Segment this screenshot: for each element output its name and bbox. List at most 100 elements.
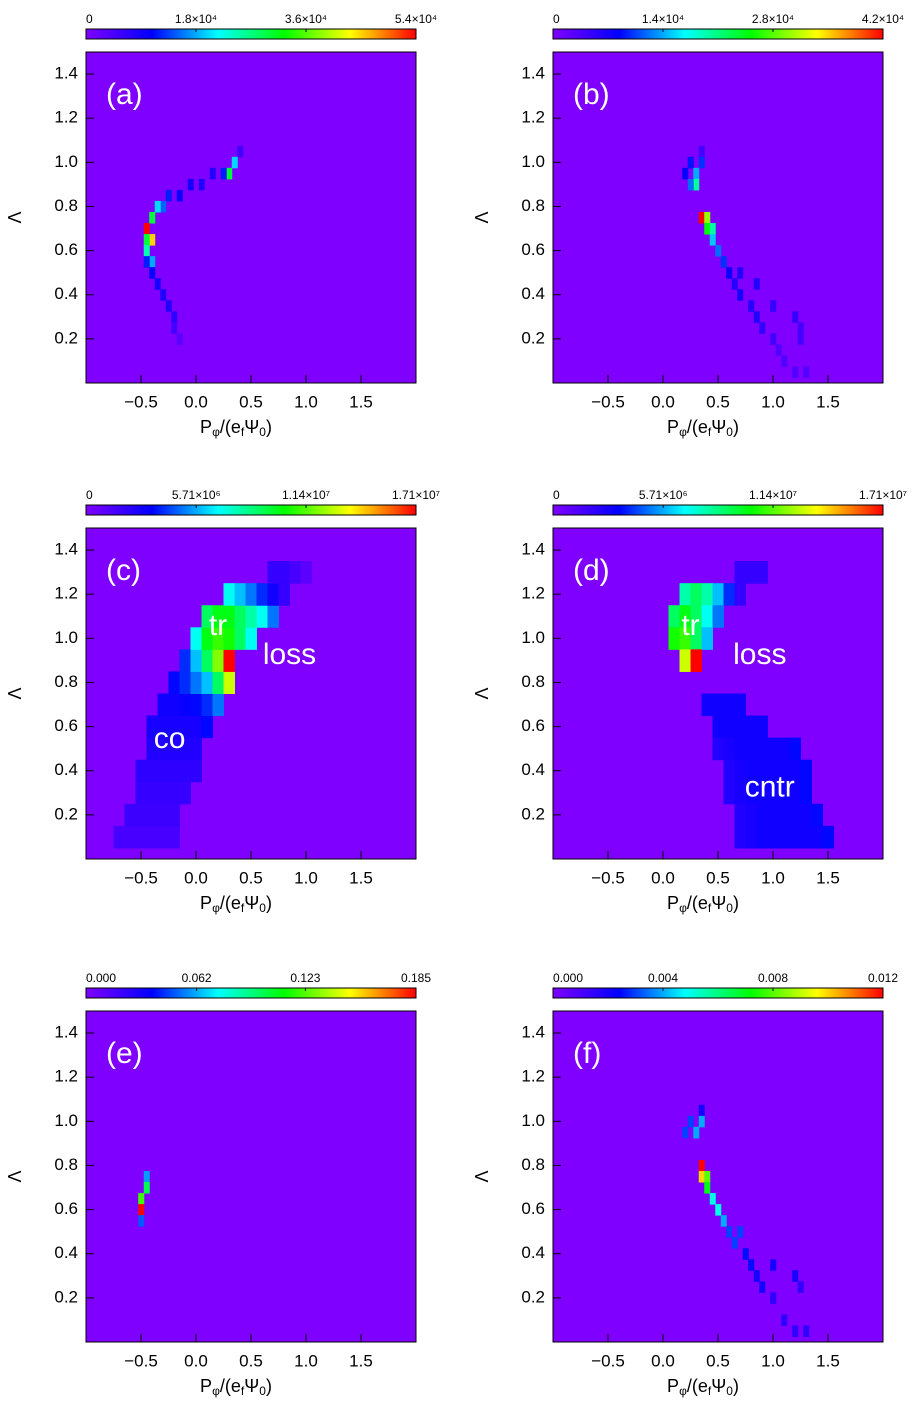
heatmap-cell (201, 649, 213, 672)
heatmap-cell (168, 781, 180, 805)
heatmap-cell (734, 715, 746, 739)
y-tick-label: 0.6 (521, 1199, 545, 1218)
y-tick-label: 0.2 (521, 804, 545, 823)
heatmap-cell (693, 167, 700, 180)
heatmap-cell (756, 759, 768, 783)
heatmap-cell (154, 200, 161, 213)
heatmap-cell (770, 333, 777, 345)
heatmap-cell (767, 759, 779, 783)
heatmap-cell (759, 1281, 766, 1293)
y-tick-label: 0.4 (54, 284, 78, 303)
x-axis-label-part: f (241, 901, 245, 915)
y-tick-label: 1.0 (54, 152, 78, 171)
heatmap-cell (179, 781, 191, 805)
x-axis-label-part: /(e (220, 1376, 241, 1396)
x-axis-label-part: 0 (259, 901, 266, 915)
colorbar-tick-label: 1.71×10⁷ (392, 488, 440, 502)
x-tick-label: 0.5 (706, 392, 730, 411)
y-tick-label: 1.4 (54, 540, 78, 559)
heatmap-cell (712, 583, 724, 606)
x-axis-label-part: φ (679, 901, 687, 915)
heatmap-cell (704, 211, 711, 224)
heatmap-cell (135, 759, 147, 783)
heatmap-cell (138, 1215, 145, 1227)
panel-label: (b) (573, 78, 610, 111)
heatmap-cell (800, 825, 812, 849)
heatmap-cell (709, 223, 716, 235)
x-axis-label-part: P (200, 893, 212, 913)
x-axis-label: Pφ/(efΨ0) (200, 417, 272, 439)
heatmap-cell (690, 605, 702, 628)
y-tick-label: 0.4 (521, 1243, 545, 1262)
heatmap-cell (731, 278, 738, 290)
heatmap-cell (212, 693, 224, 717)
heatmap-cell (792, 1270, 799, 1282)
heatmap-cell (734, 825, 746, 849)
heatmap-cell (679, 583, 691, 606)
heatmap-cell (168, 715, 180, 739)
y-axis-label: Λ (5, 1170, 25, 1182)
heatmap-cell (797, 333, 804, 345)
heatmap-cell (168, 737, 180, 761)
heatmap-cell (267, 583, 279, 606)
heatmap-cell (668, 627, 680, 650)
heatmap-cell (778, 737, 790, 761)
heatmap-cell (690, 649, 702, 672)
heatmap-cell (223, 627, 235, 650)
heatmap-cell (789, 781, 801, 805)
plot-background (553, 1011, 883, 1342)
y-tick-label: 1.2 (54, 584, 78, 603)
heatmap-cell (789, 825, 801, 849)
y-tick-label: 1.2 (54, 1067, 78, 1086)
heatmap-cell (734, 781, 746, 805)
heatmap-cell (157, 759, 169, 783)
heatmap-cell (734, 803, 746, 827)
heatmap-cell (723, 759, 735, 783)
x-tick-label: −0.5 (591, 1351, 625, 1370)
heatmap-cell (160, 200, 167, 213)
heatmap-cell (778, 803, 790, 827)
y-axis-label: Λ (5, 211, 25, 223)
heatmap-cell (168, 759, 180, 783)
colorbar-tick-label: 5.71×10⁶ (639, 488, 688, 502)
colorbar-tick-label: 0 (86, 12, 93, 26)
heatmap-cell (778, 825, 790, 849)
y-tick-label: 1.4 (54, 1023, 78, 1042)
y-tick-label: 1.4 (54, 64, 78, 83)
heatmap-cell (811, 803, 823, 827)
heatmap-cell (220, 167, 227, 180)
x-tick-label: 0.0 (184, 868, 208, 887)
heatmap-cell (712, 737, 724, 761)
x-axis-label-part: φ (679, 425, 687, 439)
x-axis-label-part: φ (212, 425, 220, 439)
heatmap-cell (237, 145, 244, 158)
heatmap (143, 145, 244, 345)
heatmap-cell (709, 234, 716, 246)
heatmap-cell (726, 1226, 733, 1238)
heatmap-cell (278, 561, 290, 584)
heatmap-cell (687, 178, 694, 191)
x-axis-label-part: f (241, 1384, 245, 1398)
heatmap-cell (753, 278, 760, 290)
heatmap-cell (737, 267, 744, 279)
heatmap-cell (797, 322, 804, 334)
x-axis-label-part: /(e (220, 417, 241, 437)
x-tick-label: 0.0 (651, 392, 675, 411)
heatmap-cell (201, 605, 213, 628)
heatmap-cell (789, 803, 801, 827)
x-tick-label: 1.5 (349, 868, 373, 887)
heatmap-cell (745, 715, 757, 739)
heatmap-cell (171, 322, 178, 334)
heatmap-cell (201, 693, 213, 717)
heatmap-cell (267, 561, 279, 584)
x-tick-label: 1.5 (349, 1351, 373, 1370)
heatmap (138, 1170, 150, 1227)
colorbar-tick-label: 0.008 (758, 971, 788, 985)
heatmap-cell (160, 289, 167, 301)
x-axis-label-part: /(e (220, 893, 241, 913)
heatmap-cell (176, 189, 183, 202)
region-label: co (154, 722, 186, 755)
y-tick-label: 1.0 (54, 628, 78, 647)
y-tick-label: 1.2 (521, 1067, 545, 1086)
heatmap-cell (176, 333, 183, 345)
